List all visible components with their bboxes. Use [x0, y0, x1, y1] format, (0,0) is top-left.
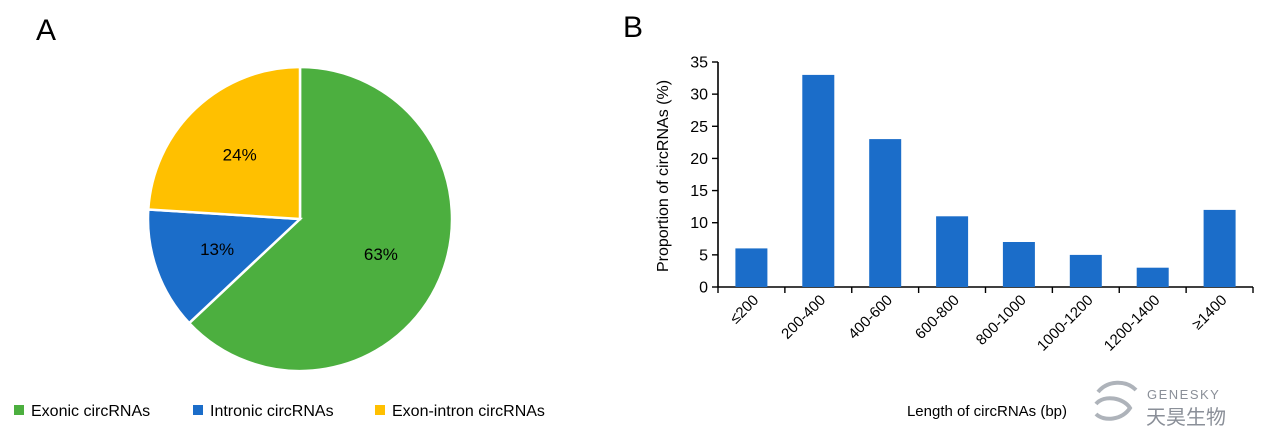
x-tick-label: 1000-1200	[1034, 292, 1097, 355]
watermark-brand-en: GENESKY	[1147, 387, 1220, 402]
x-tick-label: 1200-1400	[1101, 292, 1164, 355]
bar	[1136, 267, 1169, 287]
bar	[802, 74, 835, 288]
y-tick-label: 35	[690, 55, 708, 72]
pie-slice-exon-intron-circrnas	[146, 65, 302, 221]
y-tick-label: 30	[690, 87, 708, 104]
bar	[735, 248, 768, 287]
x-tick-label: 200-400	[778, 292, 829, 343]
x-tick-label: 600-800	[912, 292, 963, 343]
legend-swatch	[14, 405, 24, 415]
x-axis-title: Length of circRNAs (bp)	[907, 403, 1067, 420]
x-tick-label: 800-1000	[973, 292, 1030, 349]
watermark-brand-cn: 天昊生物	[1146, 405, 1226, 429]
pie-slice-exonic-circrnas	[187, 65, 454, 373]
legend-swatch	[193, 405, 203, 415]
x-tick-label: ≥1400	[1189, 292, 1230, 333]
panel-b-letter: B	[623, 11, 643, 44]
y-axis-title: Proportion of circRNAs (%)	[655, 80, 672, 272]
panel-a-letter: A	[36, 14, 56, 47]
y-tick-label: 25	[690, 119, 708, 136]
genesky-logo-icon	[1094, 380, 1138, 421]
y-tick-label: 5	[699, 247, 708, 264]
legend-label: Intronic circRNAs	[210, 403, 334, 420]
bar	[1069, 254, 1102, 287]
bar	[936, 216, 969, 287]
pie-legend: Exonic circRNAs Intronic circRNAs Exon-int…	[14, 403, 545, 420]
legend-label: Exonic circRNAs	[31, 403, 150, 420]
bar	[1002, 242, 1035, 287]
y-tick-label: 20	[690, 151, 708, 168]
y-tick-label: 0	[699, 280, 708, 297]
bar	[1203, 209, 1236, 287]
genesky-watermark: GENESKY 天昊生物	[1094, 380, 1226, 429]
pie-slice-label: 63%	[364, 245, 398, 264]
pie-slice-intronic-circrnas	[146, 208, 303, 325]
y-tick-label: 15	[690, 183, 708, 200]
y-tick-label: 10	[690, 215, 708, 232]
pie-chart: 63% 13% 24%	[146, 65, 454, 373]
x-tick-label: 400-600	[845, 292, 896, 343]
bar-chart: Proportion of circRNAs (%) Length of cir…	[655, 55, 1254, 420]
legend-swatch	[375, 405, 385, 415]
legend-label: Exon-intron circRNAs	[392, 403, 545, 420]
bar	[869, 139, 902, 287]
x-tick-label: ≤200	[727, 292, 763, 328]
pie-slice-label: 13%	[200, 240, 234, 259]
pie-slice-label: 24%	[223, 146, 257, 165]
